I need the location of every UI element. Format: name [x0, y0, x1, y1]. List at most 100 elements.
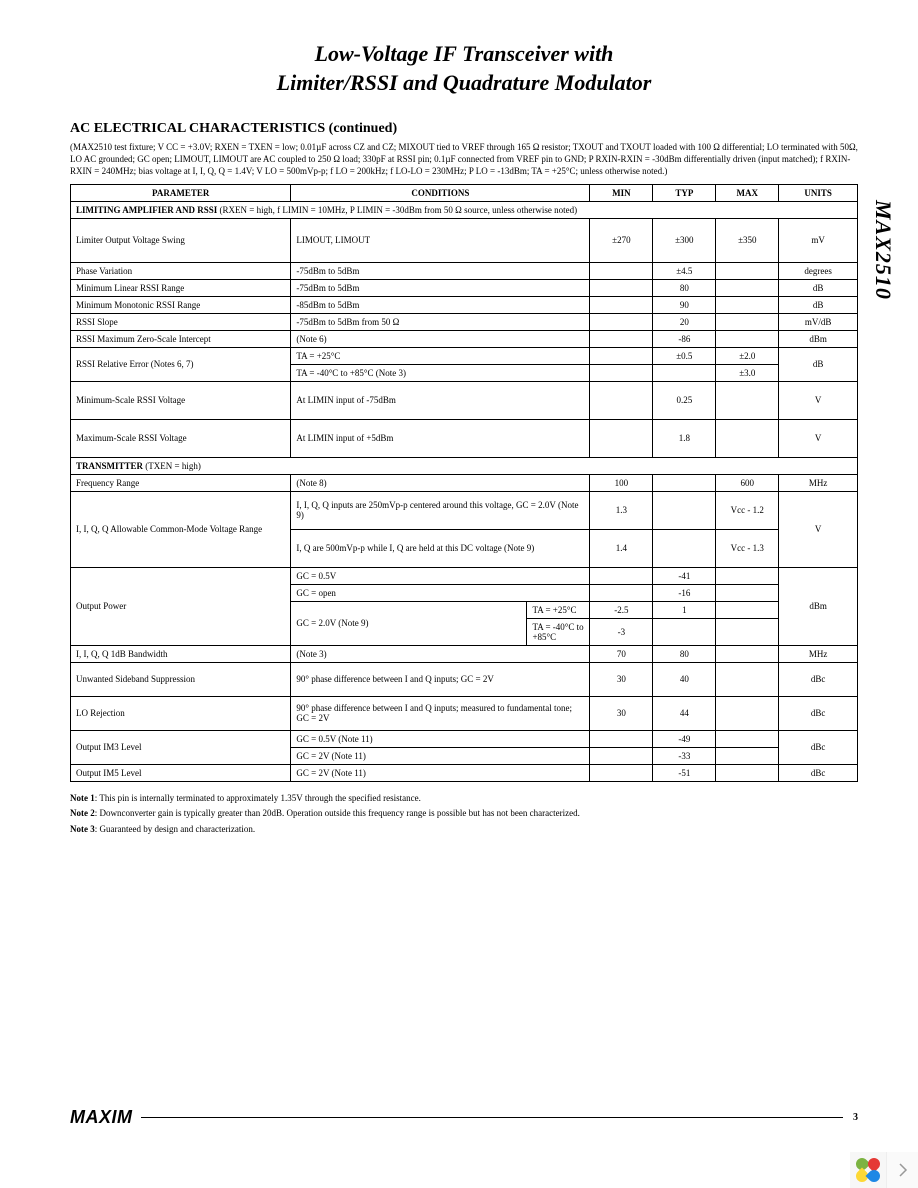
section-limiting-amplifier: LIMITING AMPLIFIER AND RSSI (RXEN = high… — [71, 201, 858, 218]
max-cell — [716, 330, 779, 347]
max-cell: ±3.0 — [716, 364, 779, 381]
table-row: Limiter Output Voltage Swing LIMOUT, LIM… — [71, 218, 858, 262]
typ-cell: -86 — [653, 330, 716, 347]
next-page-button[interactable] — [886, 1152, 918, 1188]
typ-cell: ±300 — [653, 218, 716, 262]
note-2-text: : Downconverter gain is typically greate… — [95, 808, 580, 818]
table-row: Minimum Monotonic RSSI Range -85dBm to 5… — [71, 296, 858, 313]
max-cell: Vcc - 1.3 — [716, 529, 779, 567]
units-cell: dB — [779, 296, 858, 313]
note-3: Note 3: Guaranteed by design and charact… — [70, 823, 858, 837]
note-1-label: Note 1 — [70, 793, 95, 803]
min-cell — [590, 347, 653, 364]
max-cell — [716, 601, 779, 618]
section-heading: AC ELECTRICAL CHARACTERISTICS (continued… — [70, 121, 858, 137]
table-row: Minimum Linear RSSI Range -75dBm to 5dBm… — [71, 279, 858, 296]
section-condition: (TXEN = high) — [145, 461, 201, 471]
section-condition: (RXEN = high, f LIMIN = 10MHz, P LIMIN =… — [220, 205, 578, 215]
typ-cell — [653, 491, 716, 529]
page-number: 3 — [853, 1112, 858, 1123]
min-cell: 1.4 — [590, 529, 653, 567]
table-row-rssi-error-1: RSSI Relative Error (Notes 6, 7) TA = +2… — [71, 347, 858, 364]
min-cell: ±270 — [590, 218, 653, 262]
cond-cell: 90° phase difference between I and Q inp… — [291, 662, 590, 696]
max-cell — [716, 618, 779, 645]
param-cell: LO Rejection — [71, 696, 291, 730]
min-cell — [590, 730, 653, 747]
typ-cell: 20 — [653, 313, 716, 330]
col-parameter: PARAMETER — [71, 184, 291, 201]
page-footer: MAXIM 3 — [70, 1107, 858, 1128]
col-typ: TYP — [653, 184, 716, 201]
table-row: Unwanted Sideband Suppression 90° phase … — [71, 662, 858, 696]
param-cell: Phase Variation — [71, 262, 291, 279]
subcond-cell: TA = -40°C to +85°C — [527, 618, 590, 645]
typ-cell: 0.25 — [653, 381, 716, 419]
param-cell: Minimum Monotonic RSSI Range — [71, 296, 291, 313]
datasheet-page: MAX2510 Low-Voltage IF Transceiver with … — [0, 0, 918, 878]
param-cell: RSSI Slope — [71, 313, 291, 330]
typ-cell: 44 — [653, 696, 716, 730]
cond-cell: I, Q are 500mVp-p while I, Q are held at… — [291, 529, 590, 567]
cond-cell: I, I, Q, Q inputs are 250mVp-p centered … — [291, 491, 590, 529]
units-cell: dBc — [779, 696, 858, 730]
cond-cell: At LIMIN input of +5dBm — [291, 419, 590, 457]
max-cell — [716, 645, 779, 662]
typ-cell — [653, 474, 716, 491]
units-cell: degrees — [779, 262, 858, 279]
title-line-2: Limiter/RSSI and Quadrature Modulator — [277, 70, 652, 95]
petal-icon — [866, 1168, 883, 1185]
param-cell: Minimum Linear RSSI Range — [71, 279, 291, 296]
typ-cell — [653, 618, 716, 645]
min-cell — [590, 262, 653, 279]
units-cell: dBc — [779, 730, 858, 764]
min-cell: -3 — [590, 618, 653, 645]
param-cell: Output IM5 Level — [71, 764, 291, 781]
min-cell — [590, 364, 653, 381]
title-line-1: Low-Voltage IF Transceiver with — [315, 41, 614, 66]
cond-cell: LIMOUT, LIMOUT — [291, 218, 590, 262]
table-row: I, I, Q, Q 1dB Bandwidth (Note 3) 70 80 … — [71, 645, 858, 662]
max-cell — [716, 313, 779, 330]
param-cell: I, I, Q, Q 1dB Bandwidth — [71, 645, 291, 662]
max-cell: Vcc - 1.2 — [716, 491, 779, 529]
typ-cell — [653, 364, 716, 381]
max-cell — [716, 696, 779, 730]
units-cell: dBc — [779, 764, 858, 781]
min-cell — [590, 764, 653, 781]
typ-cell: 1 — [653, 601, 716, 618]
notes-section: Note 1: This pin is internally terminate… — [70, 792, 858, 837]
typ-cell: 40 — [653, 662, 716, 696]
table-row: RSSI Slope -75dBm to 5dBm from 50 Ω 20 m… — [71, 313, 858, 330]
footer-rule — [141, 1117, 844, 1118]
param-cell: Maximum-Scale RSSI Voltage — [71, 419, 291, 457]
test-conditions-text: (MAX2510 test fixture; V CC = +3.0V; RXE… — [70, 141, 858, 177]
note-2: Note 2: Downconverter gain is typically … — [70, 807, 858, 821]
typ-cell — [653, 529, 716, 567]
col-max: MAX — [716, 184, 779, 201]
subcond-cell: TA = +25°C — [527, 601, 590, 618]
corner-widget — [850, 1152, 918, 1188]
table-row-cmvr-1: I, I, Q, Q Allowable Common-Mode Voltage… — [71, 491, 858, 529]
table-row: LO Rejection 90° phase difference betwee… — [71, 696, 858, 730]
min-cell: 30 — [590, 662, 653, 696]
units-cell: V — [779, 491, 858, 567]
cond-cell: (Note 8) — [291, 474, 590, 491]
cond-cell: GC = 0.5V — [291, 567, 590, 584]
max-cell: ±350 — [716, 218, 779, 262]
typ-cell: 1.8 — [653, 419, 716, 457]
table-row: Phase Variation -75dBm to 5dBm ±4.5 degr… — [71, 262, 858, 279]
min-cell: 70 — [590, 645, 653, 662]
min-cell — [590, 313, 653, 330]
typ-cell: -33 — [653, 747, 716, 764]
cond-cell: GC = 2.0V (Note 9) — [291, 601, 527, 645]
param-cell: RSSI Relative Error (Notes 6, 7) — [71, 347, 291, 381]
table-row-output-power-1: Output Power GC = 0.5V -41 dBm — [71, 567, 858, 584]
note-2-label: Note 2 — [70, 808, 95, 818]
units-cell: dBm — [779, 330, 858, 347]
max-cell — [716, 279, 779, 296]
typ-cell: 90 — [653, 296, 716, 313]
min-cell — [590, 567, 653, 584]
cond-cell: -85dBm to 5dBm — [291, 296, 590, 313]
units-cell: V — [779, 381, 858, 419]
